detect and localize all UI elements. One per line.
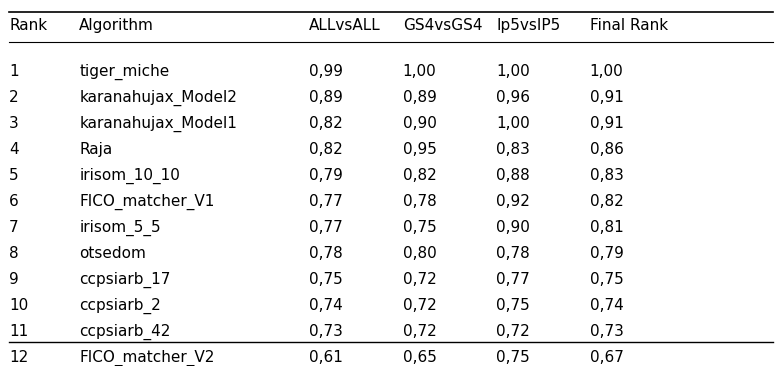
Text: 1,00: 1,00 xyxy=(590,64,623,79)
Text: 0,89: 0,89 xyxy=(309,90,343,105)
Text: ALLvsALL: ALLvsALL xyxy=(309,18,381,33)
Text: karanahujax_Model1: karanahujax_Model1 xyxy=(79,116,237,132)
Text: 2: 2 xyxy=(9,90,19,105)
Text: 1,00: 1,00 xyxy=(403,64,436,79)
Text: 0,83: 0,83 xyxy=(497,142,530,157)
Text: 0,74: 0,74 xyxy=(590,298,623,313)
Text: 0,82: 0,82 xyxy=(309,142,343,157)
Text: Algorithm: Algorithm xyxy=(79,18,154,33)
Text: 0,99: 0,99 xyxy=(309,64,343,79)
Text: Raja: Raja xyxy=(79,142,113,157)
Text: 6: 6 xyxy=(9,194,19,209)
Text: 1: 1 xyxy=(9,64,19,79)
Text: 0,67: 0,67 xyxy=(590,350,623,365)
Text: 9: 9 xyxy=(9,272,19,287)
Text: 0,78: 0,78 xyxy=(403,194,436,209)
Text: ccpsiarb_2: ccpsiarb_2 xyxy=(79,298,161,314)
Text: 0,78: 0,78 xyxy=(497,246,530,261)
Text: 0,91: 0,91 xyxy=(590,116,623,131)
Text: 0,92: 0,92 xyxy=(497,194,530,209)
Text: 0,82: 0,82 xyxy=(590,194,623,209)
Text: 0,73: 0,73 xyxy=(309,324,343,339)
Text: 0,82: 0,82 xyxy=(403,168,436,183)
Text: ccpsiarb_42: ccpsiarb_42 xyxy=(79,324,170,340)
Text: 0,91: 0,91 xyxy=(590,90,623,105)
Text: 0,77: 0,77 xyxy=(309,194,343,209)
Text: 0,65: 0,65 xyxy=(403,350,436,365)
Text: 4: 4 xyxy=(9,142,19,157)
Text: 1,00: 1,00 xyxy=(497,64,530,79)
Text: Ip5vsIP5: Ip5vsIP5 xyxy=(497,18,561,33)
Text: 0,81: 0,81 xyxy=(590,220,623,235)
Text: 0,83: 0,83 xyxy=(590,168,623,183)
Text: 0,75: 0,75 xyxy=(590,272,623,287)
Text: GS4vsGS4: GS4vsGS4 xyxy=(403,18,482,33)
Text: 0,75: 0,75 xyxy=(309,272,343,287)
Text: 0,75: 0,75 xyxy=(497,350,530,365)
Text: 11: 11 xyxy=(9,324,28,339)
Text: 0,82: 0,82 xyxy=(309,116,343,131)
Text: FICO_matcher_V2: FICO_matcher_V2 xyxy=(79,350,215,366)
Text: 0,72: 0,72 xyxy=(497,324,530,339)
Text: 0,95: 0,95 xyxy=(403,142,436,157)
Text: 0,80: 0,80 xyxy=(403,246,436,261)
Text: Final Rank: Final Rank xyxy=(590,18,668,33)
Text: 0,72: 0,72 xyxy=(403,324,436,339)
Text: 0,96: 0,96 xyxy=(497,90,530,105)
Text: 0,73: 0,73 xyxy=(590,324,623,339)
Text: 0,74: 0,74 xyxy=(309,298,343,313)
Text: 5: 5 xyxy=(9,168,19,183)
Text: ccpsiarb_17: ccpsiarb_17 xyxy=(79,272,170,288)
Text: tiger_miche: tiger_miche xyxy=(79,64,170,80)
Text: karanahujax_Model2: karanahujax_Model2 xyxy=(79,90,237,106)
Text: 0,89: 0,89 xyxy=(403,90,436,105)
Text: 1,00: 1,00 xyxy=(497,116,530,131)
Text: Rank: Rank xyxy=(9,18,47,33)
Text: 10: 10 xyxy=(9,298,28,313)
Text: irisom_5_5: irisom_5_5 xyxy=(79,220,161,236)
Text: 0,61: 0,61 xyxy=(309,350,343,365)
Text: 7: 7 xyxy=(9,220,19,235)
Text: FICO_matcher_V1: FICO_matcher_V1 xyxy=(79,194,215,210)
Text: 0,72: 0,72 xyxy=(403,298,436,313)
Text: otsedom: otsedom xyxy=(79,246,146,261)
Text: 0,75: 0,75 xyxy=(497,298,530,313)
Text: 8: 8 xyxy=(9,246,19,261)
Text: 0,90: 0,90 xyxy=(497,220,530,235)
Text: 0,77: 0,77 xyxy=(497,272,530,287)
Text: 12: 12 xyxy=(9,350,28,365)
Text: 0,88: 0,88 xyxy=(497,168,530,183)
Text: irisom_10_10: irisom_10_10 xyxy=(79,168,180,184)
Text: 0,72: 0,72 xyxy=(403,272,436,287)
Text: 0,86: 0,86 xyxy=(590,142,623,157)
Text: 0,79: 0,79 xyxy=(309,168,343,183)
Text: 0,75: 0,75 xyxy=(403,220,436,235)
Text: 3: 3 xyxy=(9,116,19,131)
Text: 0,77: 0,77 xyxy=(309,220,343,235)
Text: 0,78: 0,78 xyxy=(309,246,343,261)
Text: 0,90: 0,90 xyxy=(403,116,436,131)
Text: 0,79: 0,79 xyxy=(590,246,623,261)
